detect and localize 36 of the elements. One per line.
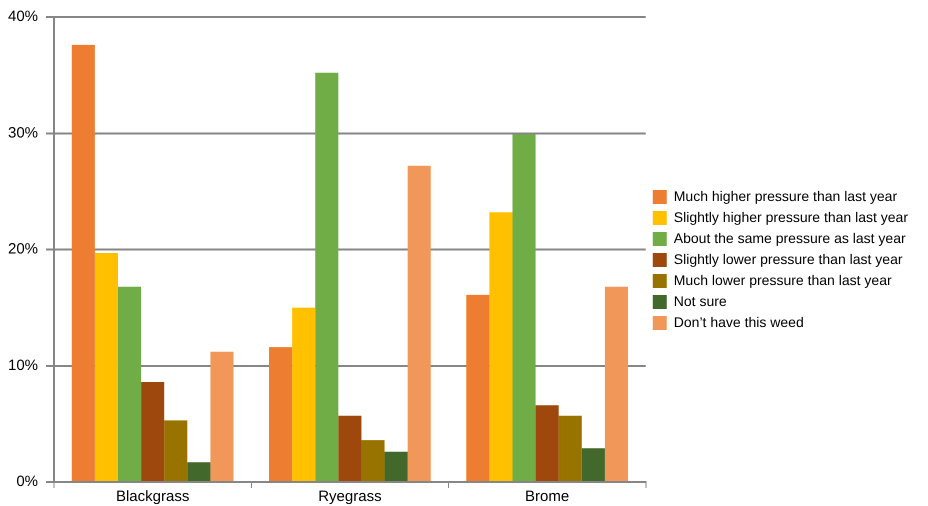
bar xyxy=(72,44,95,481)
y-tick-label: 30% xyxy=(8,124,38,142)
legend-label: Much higher pressure than last year xyxy=(674,188,898,204)
bar xyxy=(338,416,362,481)
bar xyxy=(210,352,234,481)
bar xyxy=(536,405,559,481)
legend-label: Slightly lower pressure than last year xyxy=(674,250,903,267)
bar xyxy=(315,72,338,481)
y-tick-label: 10% xyxy=(8,356,38,374)
bar xyxy=(489,212,512,481)
y-tick-label: 40% xyxy=(8,8,38,26)
legend-label: Slightly higher pressure than last year xyxy=(674,208,908,225)
x-tick-label: Ryegrass xyxy=(318,488,382,506)
bar xyxy=(118,286,142,481)
bar xyxy=(512,134,536,481)
bar xyxy=(361,440,385,481)
bar xyxy=(384,452,408,481)
legend-label: Not sure xyxy=(674,292,727,309)
bar xyxy=(408,166,431,481)
y-tick-label: 0% xyxy=(16,473,38,490)
legend-label: Much lower pressure than last year xyxy=(674,272,892,288)
bar xyxy=(94,252,118,481)
x-tick-label: Blackgrass xyxy=(116,488,190,506)
bar xyxy=(187,462,210,481)
bar xyxy=(604,286,628,481)
bar xyxy=(582,448,605,481)
x-tick-label: Brome xyxy=(525,488,570,506)
legend-label: About the same pressure as last year xyxy=(674,230,906,246)
legend-label: Don’t have this weed xyxy=(674,314,804,330)
bar xyxy=(164,420,188,481)
bar xyxy=(141,382,164,481)
bar xyxy=(466,294,490,481)
bar xyxy=(269,347,292,481)
bar xyxy=(292,308,316,481)
y-tick-label: 20% xyxy=(8,240,38,258)
bar xyxy=(558,416,582,481)
